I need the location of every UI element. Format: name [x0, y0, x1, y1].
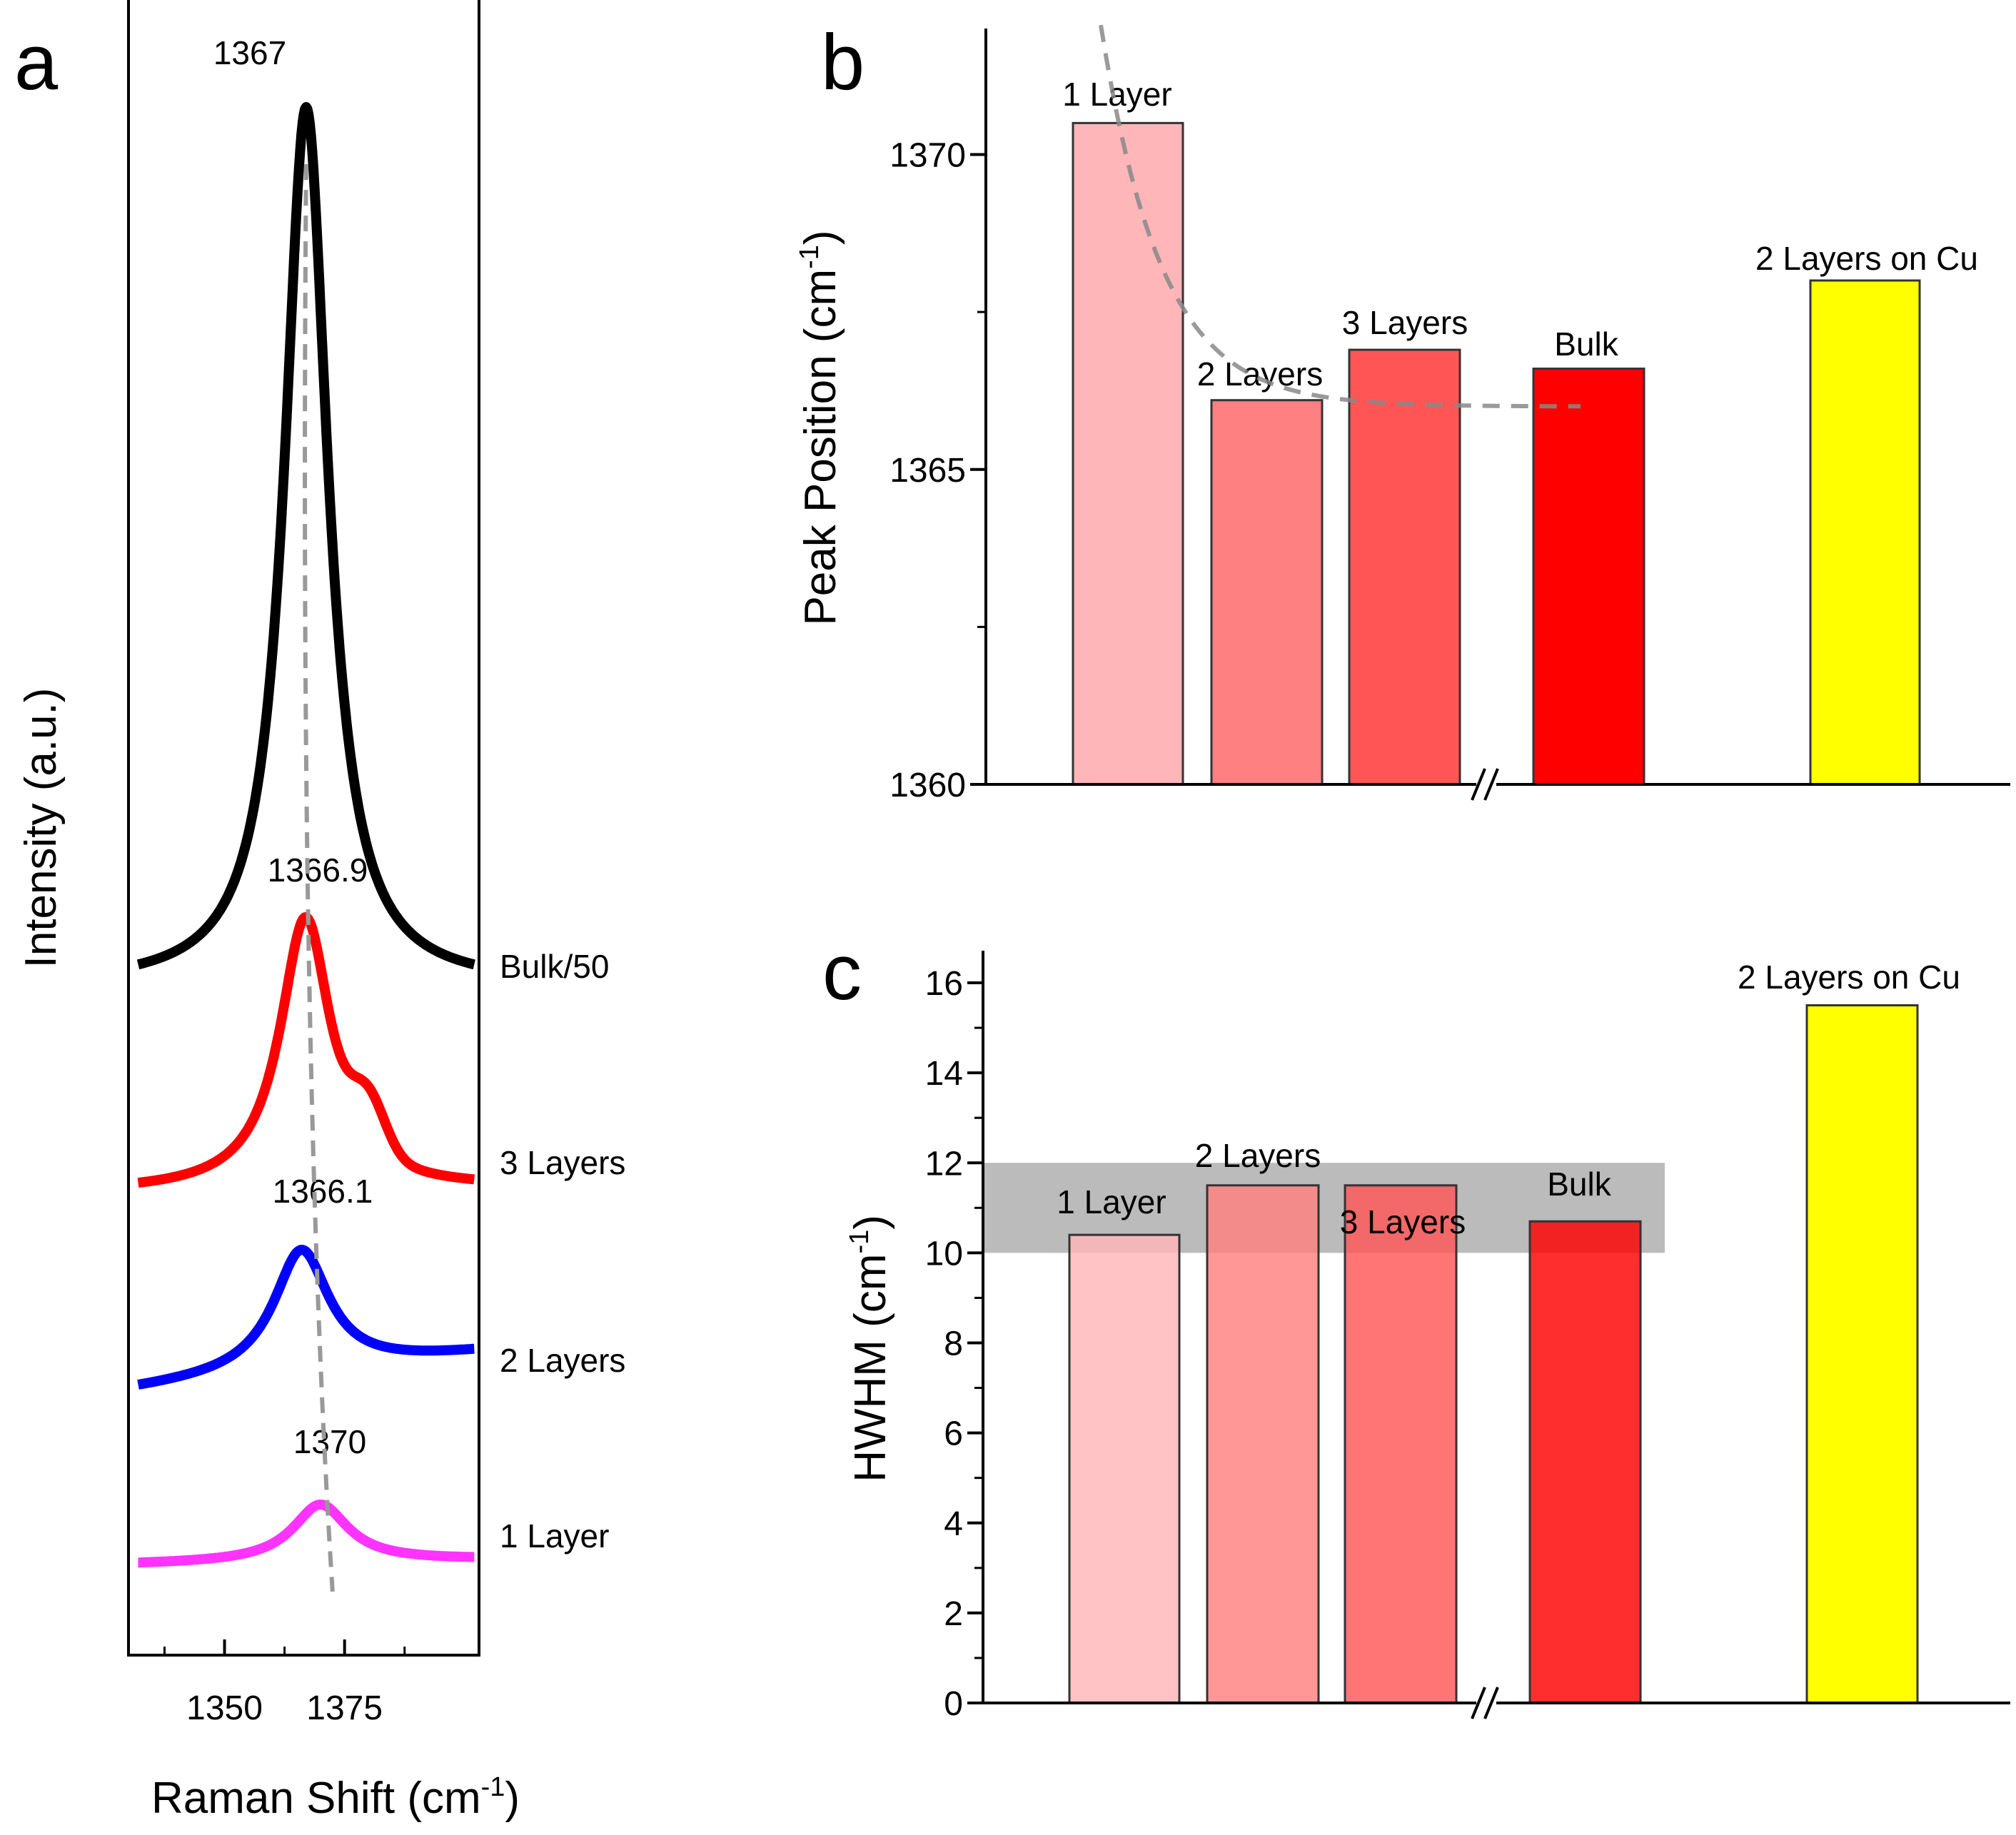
bar-3-layers [1348, 348, 1461, 786]
plot-frame [127, 0, 480, 1657]
panel-label-c: c [822, 929, 862, 1016]
peak-label: 1366.9 [268, 851, 368, 889]
bar-label: 2 Layers [1195, 1137, 1321, 1174]
peak-guide-dashed-line [303, 163, 335, 1592]
y-tick-label: 4 [944, 1505, 963, 1543]
bar-bulk [1532, 368, 1645, 786]
bar-1-layer [1072, 121, 1184, 786]
spectrum-line [134, 102, 478, 970]
y-axis-title: Intensity (a.u.) [16, 688, 66, 969]
y-tick-label: 10 [925, 1235, 963, 1273]
bar-label: 2 Layers on Cu [1755, 240, 1978, 277]
spectrum-line [134, 912, 478, 1188]
panel-c-hwhm: 1 Layer 2 Layers 3 Layers Bulk 2 Layers on C… [845, 951, 2010, 1723]
y-tick-label: 16 [925, 965, 963, 1003]
bar-1-layer [1068, 1233, 1181, 1704]
bar-2-layers [1206, 1184, 1320, 1704]
bar-label: 1 Layer [1057, 1183, 1166, 1220]
series-label: 3 Layers [500, 1144, 625, 1181]
y-tick-label: 14 [925, 1055, 963, 1093]
bar-label: 3 Layers [1340, 1203, 1466, 1240]
bar-label: 2 Layers [1197, 355, 1323, 393]
x-axis-title: Raman Shift (cm-1) [151, 1772, 520, 1823]
bar-bulk [1528, 1220, 1642, 1704]
bar-2-layers-on-cu [1805, 1004, 1919, 1704]
spectrum-line [134, 1500, 478, 1568]
peak-label: 1367 [213, 34, 286, 71]
panel-label-a: a [14, 19, 59, 106]
fit-curve-dashed [1099, 24, 1581, 409]
y-axis-title: HWHM (cm-1) [845, 1215, 895, 1482]
peak-label: 1366.1 [273, 1173, 373, 1210]
panel-b-peak-position: 1 Layer 2 Layers 3 Layers Bulk 2 Layers on C… [795, 24, 2010, 804]
spectrum-line [134, 1245, 478, 1390]
bar-label: Bulk [1554, 325, 1618, 363]
axis-break-mark [1471, 768, 1499, 801]
y-tick-label: 1365 [889, 452, 966, 490]
panel-label-b: b [821, 19, 865, 106]
y-axis-title: Peak Position (cm-1) [795, 230, 845, 625]
panel-a-spectra: 1350 1375 Raman Shift (cm-1) Intensity (a.u… [16, 0, 625, 1823]
bar-2-layers-on-cu [1809, 279, 1921, 786]
series-label: 1 Layer [500, 1517, 609, 1555]
bar-label: Bulk [1547, 1166, 1611, 1203]
x-tick-label: 1350 [186, 1689, 263, 1727]
y-tick-label: 6 [944, 1415, 963, 1453]
series-label: 2 Layers [500, 1342, 625, 1379]
y-tick-label: 12 [925, 1145, 963, 1183]
series-label: Bulk/50 [500, 948, 609, 985]
y-tick-label: 1370 [889, 137, 966, 175]
y-tick-label: 8 [944, 1325, 963, 1363]
y-tick-label: 0 [944, 1685, 963, 1723]
bar-label: 1 Layer [1062, 76, 1171, 113]
axis-break-mark [1471, 1687, 1499, 1719]
bar-2-layers [1210, 399, 1324, 786]
peak-label: 1370 [293, 1423, 366, 1460]
y-tick-label: 2 [944, 1595, 963, 1633]
bar-3-layers [1344, 1184, 1458, 1704]
bar-label: 3 Layers [1342, 304, 1468, 341]
x-tick-label: 1375 [306, 1689, 383, 1727]
y-tick-label: 1360 [889, 767, 966, 804]
bar-label: 2 Layers on Cu [1738, 959, 1960, 996]
